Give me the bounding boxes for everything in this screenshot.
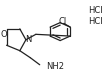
Text: NH2: NH2 (46, 62, 64, 71)
Text: N: N (25, 35, 32, 44)
Text: O: O (1, 30, 7, 39)
Text: Cl: Cl (59, 17, 67, 26)
Text: HCl: HCl (88, 17, 102, 26)
Text: HCl: HCl (88, 6, 102, 15)
